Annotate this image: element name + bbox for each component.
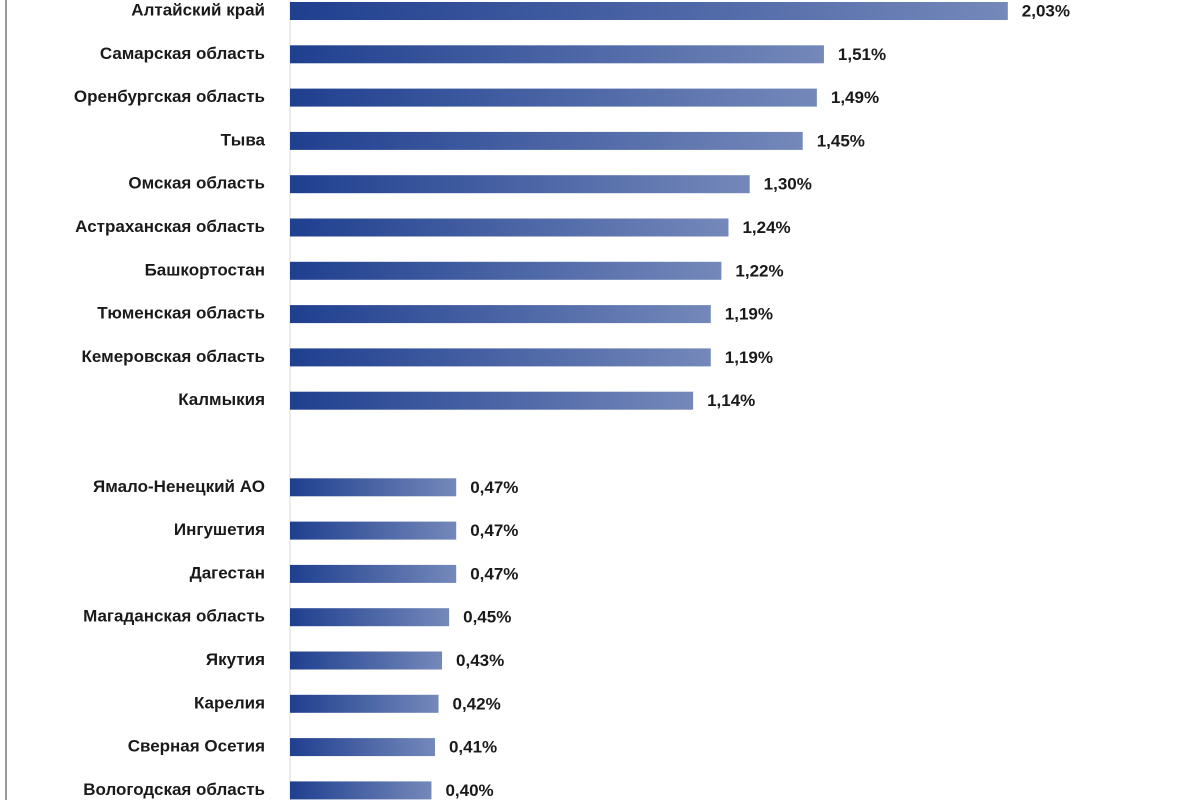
category-label: Ингушетия [174,520,265,539]
bar [290,564,457,583]
category-label: Кемеровская область [82,347,265,366]
value-label: 1,22% [735,261,783,280]
category-label: Башкортостан [145,260,265,279]
category-label: Карелия [194,693,265,712]
bar [290,391,694,410]
category-label: Самарская область [100,44,265,63]
value-label: 1,45% [817,131,865,150]
category-label: Дагестан [190,563,265,582]
value-label: 0,40% [445,781,493,800]
bar [290,651,443,670]
bar [290,45,824,64]
value-label: 0,42% [453,694,501,713]
value-label: 1,14% [707,391,755,410]
category-label: Сверная Осетия [128,737,265,756]
bar [290,2,1008,20]
value-label: 0,43% [456,651,504,670]
value-label: 0,47% [470,478,518,497]
category-label: Алтайский край [131,0,265,19]
category-label: Омская область [128,174,265,193]
value-label: 1,51% [838,45,886,64]
value-label: 1,19% [725,348,773,367]
category-label: Оренбургская область [74,87,265,106]
category-label: Магаданская область [83,607,265,626]
bar [290,521,457,540]
category-label: Якутия [206,650,265,669]
bar [290,261,722,280]
value-label: 1,24% [742,218,790,237]
bar [290,608,450,627]
bar [290,781,432,800]
value-label: 0,45% [463,608,511,627]
bar [290,218,729,237]
bar [290,738,435,757]
category-label: Калмыкия [178,390,265,409]
bar [290,131,803,150]
bar [290,88,817,107]
category-label: Ямало-Ненецкий АО [93,477,265,496]
bar [290,478,457,497]
category-label: Вологодская область [83,780,265,799]
value-label: 1,49% [831,88,879,107]
bar [290,305,711,324]
value-label: 1,19% [725,305,773,324]
bar [290,175,750,194]
value-label: 0,47% [470,521,518,540]
category-label: Астраханская область [75,217,265,236]
category-label: Тюменская область [97,304,265,323]
bar [290,694,439,713]
value-label: 0,47% [470,564,518,583]
bar [290,348,711,367]
category-label: Тыва [221,130,266,149]
value-label: 0,41% [449,738,497,757]
value-label: 1,30% [764,175,812,194]
value-label: 2,03% [1022,1,1070,20]
